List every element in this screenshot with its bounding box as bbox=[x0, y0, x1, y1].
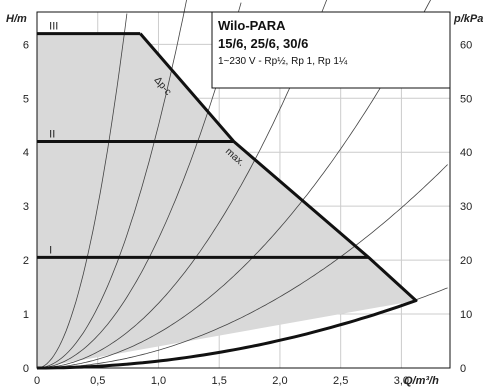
y-right-tick-label-1: 10 bbox=[460, 309, 472, 321]
chart-spec: 1~230 V - Rp½, Rp 1, Rp 1¼ bbox=[218, 55, 348, 67]
x-tick-label-1: 0,5 bbox=[90, 375, 105, 387]
x-tick-label-4: 2,0 bbox=[272, 375, 287, 387]
speed-label-I: I bbox=[49, 244, 52, 256]
y-left-tick-label-4: 4 bbox=[23, 147, 29, 159]
y-left-tick-label-3: 3 bbox=[23, 201, 29, 213]
y-right-tick-label-3: 30 bbox=[460, 201, 472, 213]
y-right-tick-label-5: 50 bbox=[460, 93, 472, 105]
y-right-tick-label-4: 40 bbox=[460, 147, 472, 159]
chart-subtitle: 15/6, 25/6, 30/6 bbox=[218, 36, 308, 51]
y-left-tick-label-6: 6 bbox=[23, 39, 29, 51]
speed-label-III: III bbox=[49, 21, 58, 33]
y-right-axis-title: p/kPa bbox=[453, 13, 483, 25]
y-left-tick-label-0: 0 bbox=[23, 363, 29, 375]
y-right-tick-label-0: 0 bbox=[460, 363, 466, 375]
y-left-tick-label-2: 2 bbox=[23, 255, 29, 267]
y-right-tick-label-6: 60 bbox=[460, 39, 472, 51]
x-tick-label-5: 2,5 bbox=[333, 375, 348, 387]
y-left-tick-label-1: 1 bbox=[23, 309, 29, 321]
y-left-axis-title: H/m bbox=[6, 13, 27, 25]
y-left-tick-label-5: 5 bbox=[23, 93, 29, 105]
x-tick-label-0: 0 bbox=[34, 375, 40, 387]
speed-label-II: II bbox=[49, 128, 55, 140]
legend-box: Wilo-PARA 15/6, 25/6, 30/6 1~230 V - Rp½… bbox=[212, 12, 450, 88]
chart-title: Wilo-PARA bbox=[218, 18, 286, 33]
x-tick-label-3: 1,5 bbox=[212, 375, 227, 387]
x-axis-title: Q/m³/h bbox=[404, 375, 439, 387]
y-right-tick-label-2: 20 bbox=[460, 255, 472, 267]
x-tick-label-2: 1,0 bbox=[151, 375, 166, 387]
